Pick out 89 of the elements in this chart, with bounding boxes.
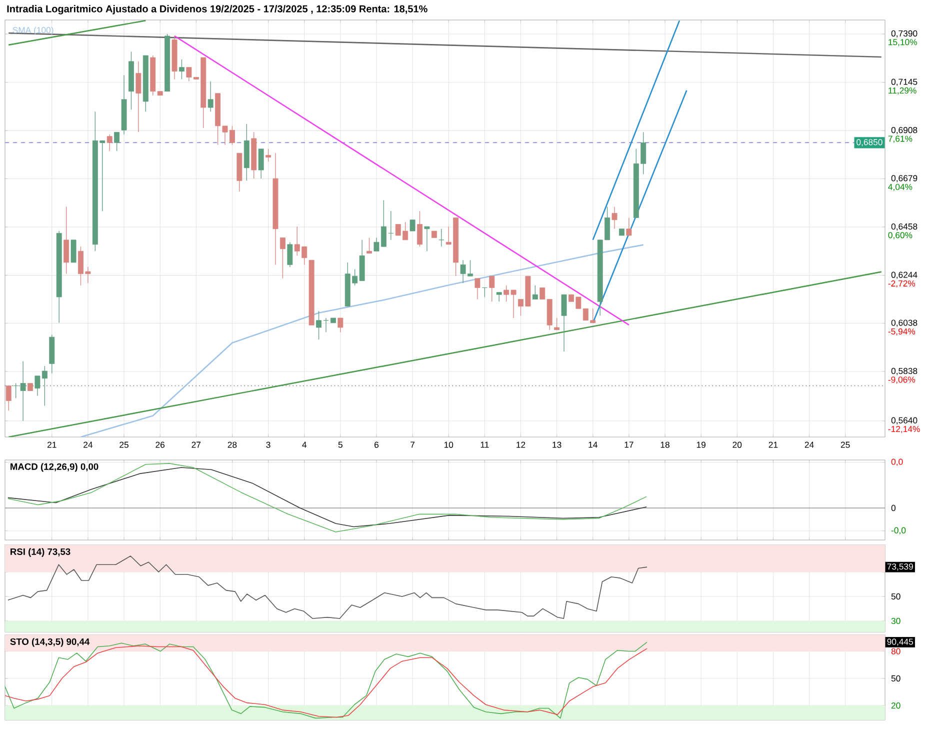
- candlestick: [106, 134, 112, 152]
- candlestick: [208, 80, 214, 112]
- candlestick: [474, 278, 480, 300]
- x-tick-label: 6: [374, 442, 379, 448]
- y-tick-label: 50: [891, 675, 900, 682]
- x-tick-label: 21: [48, 442, 56, 448]
- y-tick-label: 0,6908: [891, 126, 918, 134]
- y-tick-label: 30: [891, 618, 900, 624]
- x-tick-label: 12: [516, 442, 526, 448]
- candlestick: [338, 318, 344, 333]
- candlestick: [316, 310, 322, 340]
- chart-title: MACD (12,26,9) 0,00: [10, 463, 98, 472]
- text: 7,61%: [888, 136, 912, 143]
- line-series: [80, 244, 644, 437]
- text: SMA (100): [12, 26, 54, 35]
- text: -12,14%: [888, 426, 920, 434]
- line-series: [7, 556, 648, 619]
- y-tick-label: 0,5838: [891, 368, 918, 375]
- text: -9,06%: [888, 376, 916, 384]
- text: -5,94%: [888, 328, 916, 336]
- y-tick-label: 0,7390: [891, 30, 918, 38]
- y-tick-label: 80: [891, 648, 900, 654]
- candlestick: [280, 237, 286, 279]
- candlestick: [482, 287, 488, 298]
- candlestick: [424, 226, 430, 252]
- candlestick: [554, 318, 560, 330]
- candlestick: [496, 292, 502, 302]
- text: 11,29%: [888, 87, 916, 95]
- candlestick: [323, 318, 329, 333]
- chart-title: STO (14,3,5) 90,44: [10, 638, 90, 647]
- candlestick: [561, 294, 567, 352]
- candlestick: [438, 228, 444, 247]
- candlestick: [366, 237, 372, 254]
- x-tick-label: 14: [588, 442, 598, 448]
- y-tick-label: 0: [891, 504, 896, 511]
- candlestick: [136, 61, 142, 132]
- y-tick-label: 0,7145: [891, 78, 918, 86]
- candlestick: [532, 284, 538, 300]
- ref-line-label: 0,6850: [856, 139, 882, 146]
- y-tick-label: 0,6244: [891, 272, 918, 279]
- text: 73,539: [887, 563, 913, 571]
- chart-title: RSI (14) 73,53: [10, 548, 70, 557]
- x-tick-label: 7: [410, 442, 415, 448]
- x-tick-label: 24: [804, 442, 814, 448]
- candlestick: [410, 219, 416, 232]
- x-tick-label: 24: [84, 442, 93, 448]
- y-tick-label: 0,6038: [891, 320, 918, 327]
- candlestick: [114, 132, 120, 152]
- y-tick-label: 0,0: [891, 458, 903, 466]
- x-tick-label: 19: [696, 442, 706, 448]
- candlestick: [626, 217, 632, 236]
- y-tick-label: 0,6458: [891, 223, 918, 231]
- x-tick-label: 10: [444, 442, 454, 448]
- y-tick-label: 0,5640: [891, 417, 918, 424]
- text: 4,04%: [888, 184, 912, 191]
- x-tick-label: 4: [302, 442, 306, 448]
- x-tick-label: 18: [660, 442, 670, 448]
- candlestick: [70, 240, 76, 263]
- text: 90,445: [887, 638, 914, 646]
- x-tick-label: 21: [768, 442, 778, 448]
- candlestick: [612, 206, 618, 230]
- candlestick: [179, 59, 184, 80]
- x-tick-label: 11: [480, 442, 489, 448]
- text: -2,72%: [888, 280, 916, 288]
- x-tick-label: 26: [156, 442, 165, 448]
- candlestick: [6, 385, 12, 411]
- y-tick-label: 20: [891, 702, 900, 709]
- y-tick-label: -0,0: [891, 527, 906, 534]
- candlestick: [258, 148, 264, 179]
- x-tick-label: 5: [338, 442, 342, 448]
- x-tick-label: 20: [732, 442, 742, 448]
- candlestick: [64, 206, 70, 274]
- x-tick-label: 17: [624, 442, 634, 448]
- candlestick: [489, 276, 495, 302]
- x-tick-label: 3: [266, 442, 270, 448]
- candlestick: [388, 210, 394, 240]
- y-tick-label: 0,6679: [891, 175, 918, 182]
- text: 0,60%: [888, 232, 912, 240]
- y-tick-label: 50: [891, 593, 900, 600]
- candlestick: [417, 210, 422, 247]
- x-tick-label: 25: [120, 442, 128, 448]
- text: 15,10%: [888, 38, 918, 46]
- candlestick: [266, 148, 272, 162]
- chart-title: Intradia Logaritmico Ajustado a Dividenos 19/2/2025 - 17/3/2025 , 12:35:09 Renta: 18,51%: [7, 4, 428, 14]
- x-tick-label: 28: [228, 442, 237, 448]
- x-tick-label: 13: [552, 442, 562, 448]
- candlestick: [287, 242, 293, 268]
- x-tick-label: 25: [840, 442, 850, 448]
- x-tick-label: 27: [192, 442, 201, 448]
